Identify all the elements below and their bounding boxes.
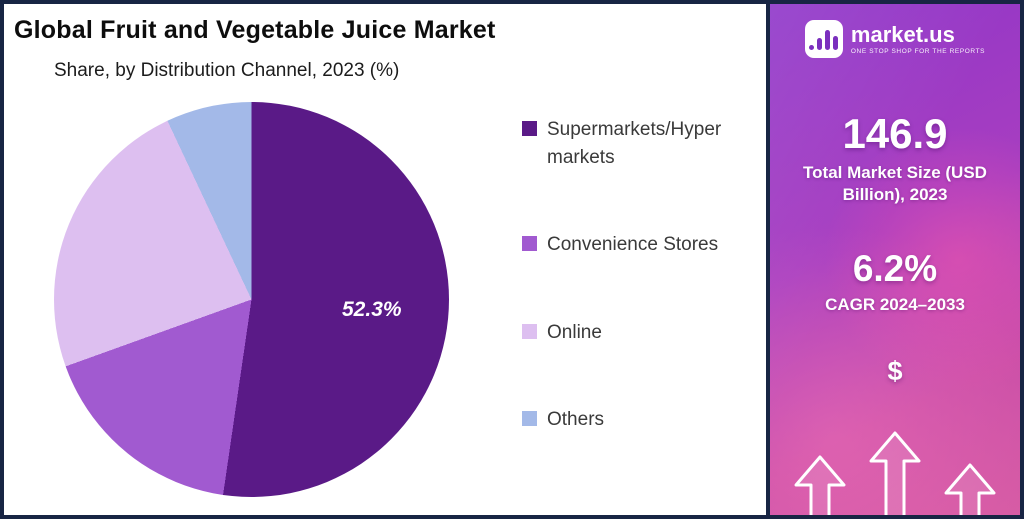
chart-subtitle: Share, by Distribution Channel, 2023 (%) (54, 60, 400, 81)
legend-swatch (522, 323, 537, 339)
legend-swatch (522, 236, 537, 252)
legend-swatch (522, 411, 537, 427)
legend-item: Online (522, 319, 742, 347)
legend-label: Online (547, 321, 602, 343)
legend-item: Convenience Stores (522, 231, 742, 259)
legend: Supermarkets/Hyper markets Convenience St… (522, 116, 742, 434)
legend-label: Supermarkets/Hyper markets (547, 119, 722, 168)
cagr-label: CAGR 2024–2033 (825, 295, 965, 315)
cagr-value: 6.2% (852, 248, 938, 290)
growth-arrows-icon (794, 431, 996, 515)
legend-item: Others (522, 406, 742, 434)
dollar-icon: $ (887, 356, 903, 387)
pie-chart: 52.3% (54, 102, 449, 497)
brand-tagline: ONE STOP SHOP FOR THE REPORTS (850, 48, 986, 56)
sidebar-content: market.us ONE STOP SHOP FOR THE REPORTS … (770, 4, 1020, 515)
total-market-size-label: Total Market Size (USD Billion), 2023 (803, 163, 987, 205)
page-title: Global Fruit and Vegetable Juice Market (14, 16, 496, 44)
legend-swatch (522, 121, 537, 136)
legend-item: Supermarkets/Hyper markets (522, 116, 742, 171)
legend-label: Convenience Stores (547, 234, 719, 256)
brand-text: market.us ONE STOP SHOP FOR THE REPORTS (851, 23, 985, 55)
logo-bar (817, 38, 823, 50)
logo-bar (825, 30, 831, 50)
logo-bar (833, 36, 839, 50)
brand-logo: market.us ONE STOP SHOP FOR THE REPORTS (804, 20, 985, 58)
chart-area: Global Fruit and Vegetable Juice Market … (4, 4, 766, 515)
logo-dot (809, 45, 815, 50)
brand-name: market.us (850, 21, 955, 47)
legend-label: Others (547, 409, 605, 431)
pie-slice-percentage-label: 52.3% (342, 298, 402, 321)
marketus-logo-icon (804, 20, 843, 58)
sidebar: market.us ONE STOP SHOP FOR THE REPORTS … (766, 4, 1020, 515)
total-market-size-value: 146.9 (842, 110, 948, 157)
